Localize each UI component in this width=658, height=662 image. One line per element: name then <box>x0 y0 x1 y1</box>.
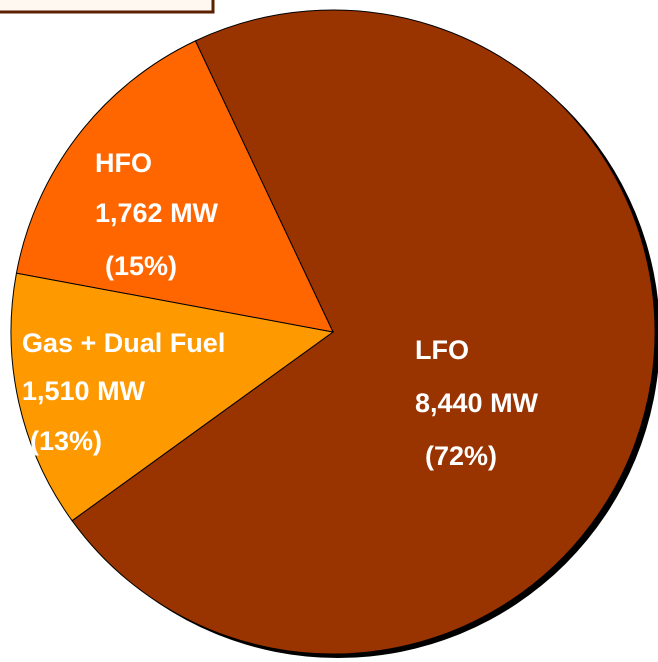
header-box <box>0 0 215 14</box>
slice-label: Gas + Dual Fuel <box>22 328 225 358</box>
pie-slice <box>10 272 335 522</box>
pie-slice <box>71 9 656 655</box>
slice-label: LFO <box>415 335 469 365</box>
slice-percentage-label: (15%) <box>105 251 177 281</box>
slice-value-label: 8,440 MW <box>415 388 539 418</box>
slice-value-label: 1,762 MW <box>95 198 219 228</box>
slice-value-label: 1,510 MW <box>22 376 146 406</box>
slice-percentage-label: (13%) <box>30 426 102 456</box>
slice-label: HFO <box>95 148 152 178</box>
slice-percentage-label: (72%) <box>425 441 497 471</box>
pie-slice <box>15 40 334 333</box>
